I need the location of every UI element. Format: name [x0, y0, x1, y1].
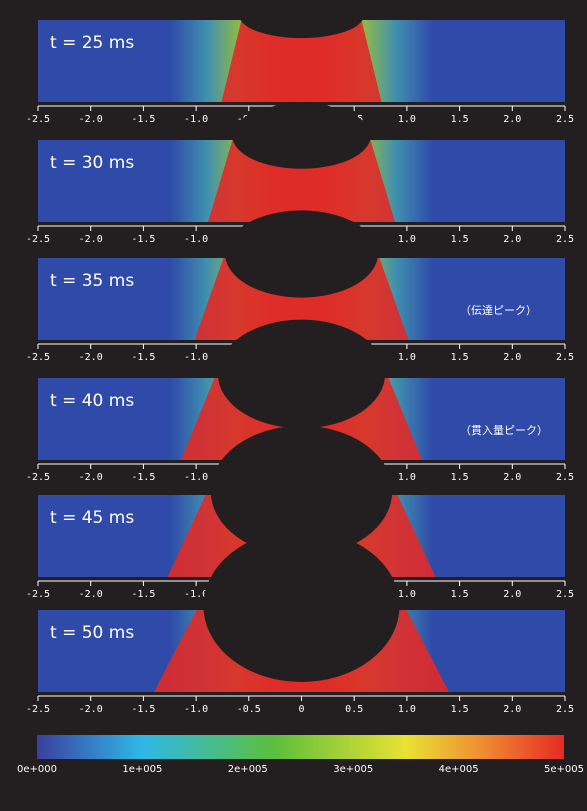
tick-label: -1.0 [184, 589, 208, 600]
high-stress-zone [221, 20, 382, 102]
crater [225, 210, 378, 298]
tick-label: -1.0 [184, 234, 208, 245]
tick-label: 0.5 [345, 704, 363, 715]
time-label: t = 30 ms [50, 153, 134, 173]
tick-label: -1.5 [131, 472, 155, 483]
tick-label: 1.0 [398, 589, 416, 600]
colorbar-label: 3e+005 [333, 764, 373, 775]
tick-label: -1.5 [131, 704, 155, 715]
crater [239, 0, 364, 38]
tick-label: -2.0 [79, 472, 103, 483]
time-label: t = 50 ms [50, 623, 134, 643]
tick-label: 1.0 [398, 234, 416, 245]
tick-label: -2.5 [26, 472, 50, 483]
colorbar-label: 2e+005 [228, 764, 268, 775]
annotation: （貫入量ピーク） [460, 424, 548, 437]
tick-label: 1.0 [398, 472, 416, 483]
tick-label: 1.0 [398, 704, 416, 715]
tick-label: 1.5 [451, 352, 469, 363]
tick-label: -1.0 [184, 114, 208, 125]
tick-label: -1.5 [131, 234, 155, 245]
colorbar-label: 0e+000 [17, 764, 57, 775]
tick-label: 2.5 [556, 234, 574, 245]
crater [217, 319, 386, 429]
colorbar-label: 5e+005 [544, 764, 584, 775]
tick-label: -1.5 [131, 352, 155, 363]
tick-label: 0 [298, 704, 304, 715]
tick-label: 2.0 [503, 234, 521, 245]
colorbar-label: 4e+005 [439, 764, 479, 775]
tick-label: 1.0 [398, 114, 416, 125]
tick-label: -2.5 [26, 234, 50, 245]
tick-label: -1.0 [184, 352, 208, 363]
tick-label: 1.5 [451, 589, 469, 600]
tick-label: 1.5 [451, 704, 469, 715]
time-label: t = 35 ms [50, 271, 134, 291]
tick-label: -2.0 [79, 352, 103, 363]
tick-label: -0.5 [237, 704, 261, 715]
tick-label: -1.0 [184, 472, 208, 483]
colorbar-label: 1e+005 [122, 764, 162, 775]
crater [210, 425, 393, 557]
tick-label: 2.0 [503, 352, 521, 363]
tick-label: 1.5 [451, 234, 469, 245]
tick-label: 2.0 [503, 704, 521, 715]
tick-label: -2.5 [26, 589, 50, 600]
tick-label: -2.0 [79, 234, 103, 245]
tick-label: 2.5 [556, 352, 574, 363]
tick-label: 2.0 [503, 114, 521, 125]
tick-label: -2.5 [26, 114, 50, 125]
tick-label: 2.0 [503, 589, 521, 600]
time-label: t = 45 ms [50, 508, 134, 528]
annotation: （伝達ピーク） [460, 304, 537, 317]
tick-label: -1.0 [184, 704, 208, 715]
time-label: t = 25 ms [50, 33, 134, 53]
tick-label: 2.5 [556, 704, 574, 715]
tick-label: -2.0 [79, 589, 103, 600]
crater [203, 530, 400, 682]
high-stress-zone [208, 140, 395, 222]
tick-label: -2.5 [26, 352, 50, 363]
tick-label: 2.5 [556, 472, 574, 483]
tick-label: -2.0 [79, 114, 103, 125]
tick-label: 1.5 [451, 114, 469, 125]
tick-label: -1.5 [131, 589, 155, 600]
tick-label: 1.5 [451, 472, 469, 483]
tick-label: -1.5 [131, 114, 155, 125]
crater [232, 103, 371, 169]
tick-label: 2.5 [556, 589, 574, 600]
colorbar [37, 735, 564, 759]
tick-label: 2.5 [556, 114, 574, 125]
tick-label: 1.0 [398, 352, 416, 363]
time-label: t = 40 ms [50, 391, 134, 411]
tick-label: 2.0 [503, 472, 521, 483]
tick-label: -2.5 [26, 704, 50, 715]
tick-label: -2.0 [79, 704, 103, 715]
